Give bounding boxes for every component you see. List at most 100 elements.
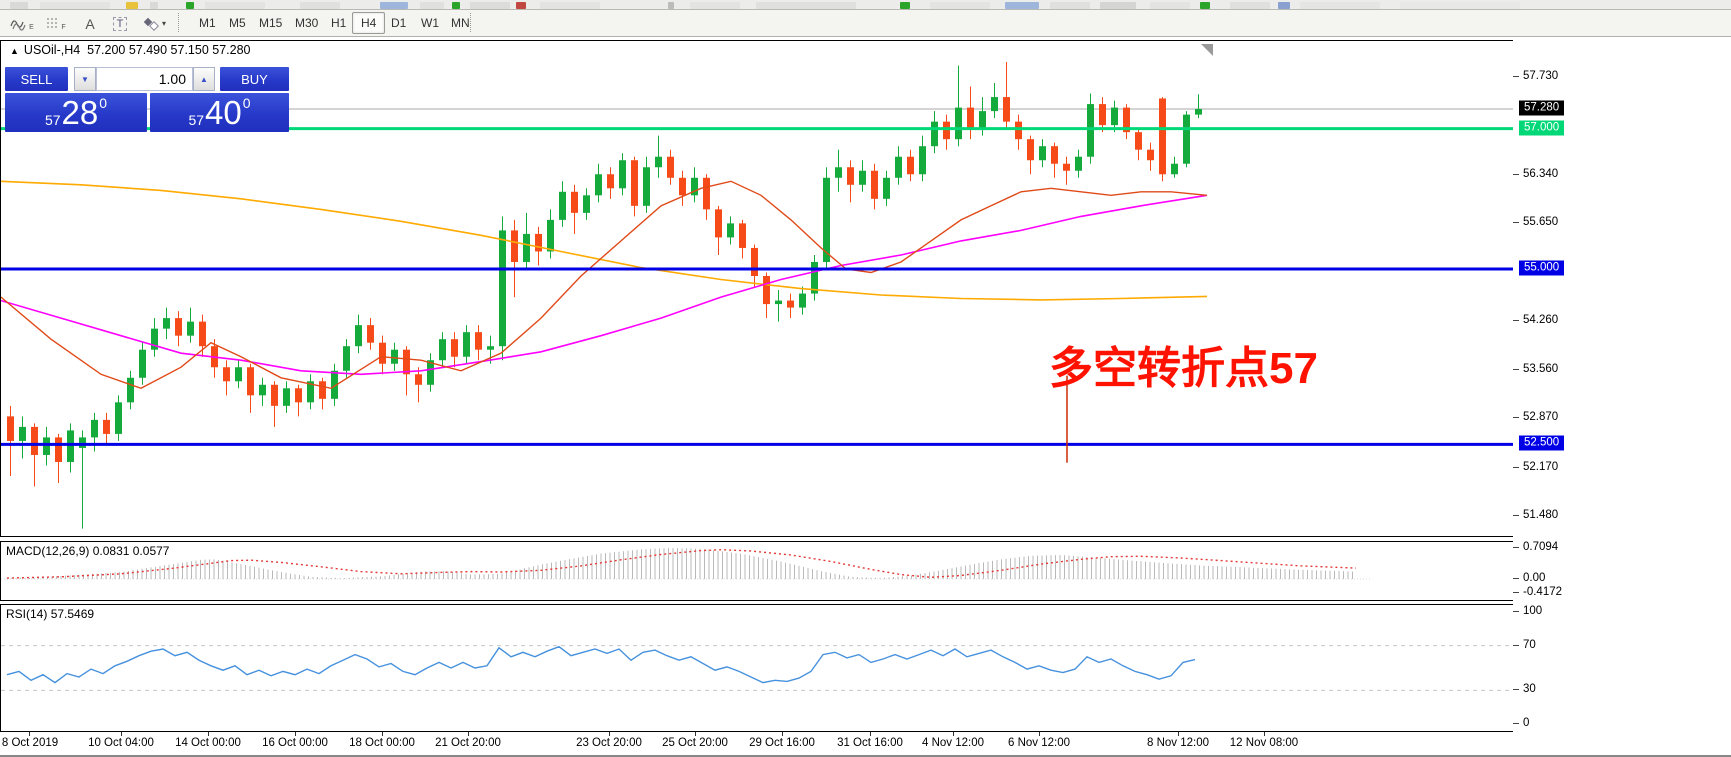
candle-body — [1015, 121, 1022, 140]
macd-label: MACD(12,26,9) 0.0831 0.0577 — [6, 544, 170, 558]
time-tick-label: 31 Oct 16:00 — [837, 737, 903, 749]
top-strip-fragment — [420, 2, 444, 9]
timeframe-button-m15[interactable]: M15 — [259, 16, 283, 30]
price-tick-dash — [1513, 515, 1519, 516]
macd-values: 0.0831 0.0577 — [92, 544, 170, 558]
timeframe-button-m30[interactable]: M30 — [295, 16, 319, 30]
timeframe-button-h4[interactable]: H4 — [352, 12, 386, 34]
time-tick-label: 12 Nov 08:00 — [1229, 737, 1299, 749]
candle-body — [919, 146, 926, 175]
up-arrow-icon: ▲ — [200, 74, 208, 84]
timeframe-button-w1[interactable]: W1 — [421, 16, 439, 30]
text-box-icon[interactable]: T — [106, 12, 134, 35]
buy-button[interactable]: BUY — [220, 67, 289, 91]
top-strip-fragment — [40, 2, 110, 9]
macd-panel[interactable]: MACD(12,26,9) 0.0831 0.0577 — [0, 541, 1514, 601]
price-tick-label: 52.870 — [1523, 411, 1559, 423]
candle-body — [871, 170, 878, 199]
candle-body — [679, 177, 686, 196]
candle-body — [607, 174, 614, 189]
candle-body — [955, 107, 962, 140]
time-tick — [1264, 732, 1265, 736]
timeframe-button-mn[interactable]: MN — [451, 16, 470, 30]
timeframe-button-m5[interactable]: M5 — [229, 16, 246, 30]
macd-tick-dash — [1513, 578, 1519, 579]
rsi-panel[interactable]: RSI(14) 57.5469 — [0, 604, 1514, 732]
time-tick — [953, 732, 954, 736]
price-tick-dash — [1513, 417, 1519, 418]
volume-input[interactable] — [96, 67, 193, 91]
top-strip-fragment — [1278, 2, 1290, 9]
candle-body — [139, 349, 146, 378]
price-scale[interactable]: 57.730 56.340 55.650 54.260 53.560 52.870 52.1… — [1513, 40, 1731, 732]
time-scale[interactable]: 8 Oct 2019 10 Oct 04:00 14 Oct 00:00 16 Oct… — [0, 732, 1731, 757]
chart-shift-marker-icon[interactable] — [1201, 44, 1213, 56]
candle-body — [19, 426, 26, 441]
timeframe-button-h1[interactable]: H1 — [331, 16, 347, 30]
rsi-tick-label: 100 — [1523, 605, 1543, 617]
toolbar-separator — [178, 13, 179, 32]
volume-decrease-button[interactable]: ▼ — [74, 67, 96, 91]
time-tick-label: 6 Nov 12:00 — [1007, 737, 1071, 749]
candle-body — [631, 160, 638, 206]
candle-body — [1027, 139, 1034, 161]
time-tick — [1039, 732, 1040, 736]
candle-body — [523, 233, 530, 262]
candle-body — [259, 384, 266, 396]
price-tick-label: 53.560 — [1523, 363, 1559, 375]
candle-body — [715, 209, 722, 238]
text-label-icon[interactable]: A — [85, 15, 95, 32]
rsi-chart — [1, 645, 1513, 691]
time-tick-label: 10 Oct 04:00 — [88, 737, 154, 749]
candle-body — [475, 332, 482, 350]
candle-body — [343, 346, 350, 371]
time-tick-label: 23 Oct 20:00 — [576, 737, 642, 749]
candle-body — [499, 230, 506, 347]
top-strip-fragment — [1005, 2, 1039, 9]
ma-mid-magenta — [1, 194, 1208, 376]
candle-body — [367, 325, 374, 343]
indicators-wave-icon[interactable]: E — [8, 12, 36, 35]
top-strip-fragment — [1050, 2, 1090, 9]
candle-body — [1003, 97, 1010, 122]
volume-increase-button[interactable]: ▲ — [193, 67, 215, 91]
top-strip-fragment — [756, 2, 856, 9]
candle-body — [223, 367, 230, 382]
timeframe-button-d1[interactable]: D1 — [391, 16, 407, 30]
candle-body — [355, 325, 362, 347]
top-strip-fragment — [186, 2, 194, 9]
candle-body — [295, 388, 302, 403]
top-strip-fragment — [126, 2, 138, 9]
candle-body — [91, 419, 98, 438]
time-tick-label: 8 Oct 2019 — [1, 737, 59, 749]
fractals-grid-icon[interactable]: F — [42, 12, 70, 35]
shapes-icon[interactable]: ▾ — [136, 12, 172, 35]
top-strip-fragment — [205, 2, 265, 9]
top-strip-fragment — [540, 2, 600, 9]
macd-tick-dash — [1513, 592, 1519, 593]
macd-tick-label: 0.7094 — [1523, 541, 1559, 553]
candle-body — [103, 419, 110, 434]
symbol-name: USOil-,H4 — [23, 43, 81, 57]
candle-body — [667, 156, 674, 178]
sell-price-button[interactable]: 57 28 0 — [5, 93, 147, 132]
price-tick-dash — [1513, 222, 1519, 223]
candle-body — [751, 247, 758, 277]
timeframe-button-m1[interactable]: M1 — [199, 16, 216, 30]
sell-button[interactable]: SELL — [5, 67, 68, 91]
time-tick-label: 4 Nov 12:00 — [921, 737, 985, 749]
rsi-value: 57.5469 — [50, 607, 95, 621]
candle-body — [823, 177, 830, 262]
clipped-upper-toolbar — [0, 0, 1731, 10]
rsi-tick-label: 30 — [1523, 683, 1536, 695]
buy-price-button[interactable]: 57 40 0 — [150, 93, 289, 132]
rsi-tick-label: 70 — [1523, 639, 1536, 651]
indicators-icon-sub: E — [29, 24, 34, 31]
top-strip-fragment — [1150, 2, 1190, 9]
price-level-tag: 57.000 — [1519, 120, 1565, 136]
collapse-arrow-icon[interactable]: ▲ — [10, 46, 19, 56]
rsi-tick-dash — [1513, 689, 1519, 690]
buy-price-major: 57 — [188, 112, 205, 128]
rsi-tick-dash — [1513, 611, 1519, 612]
candle-body — [55, 437, 62, 462]
